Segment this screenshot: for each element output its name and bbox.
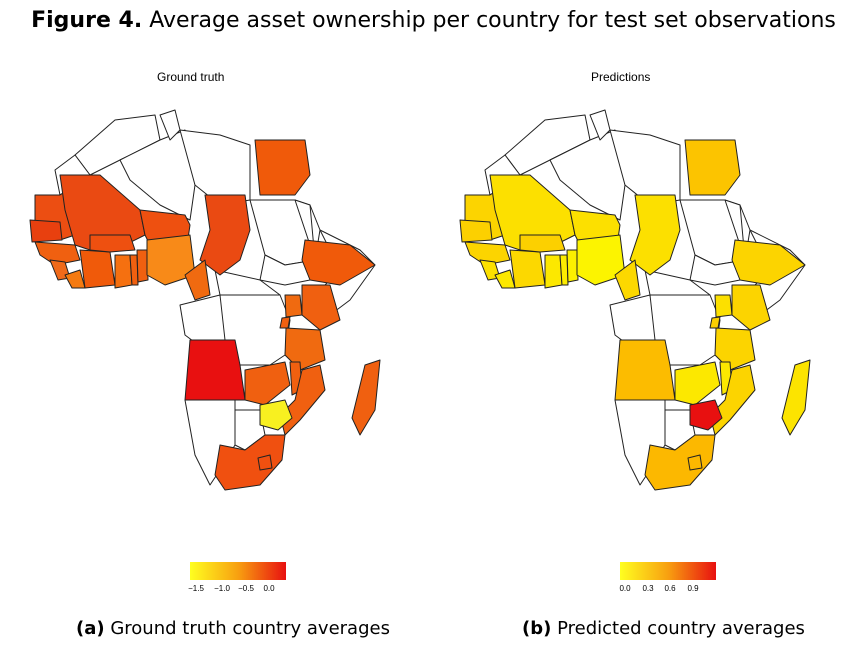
country-algeria	[119, 129, 196, 221]
country-madagascar	[781, 359, 811, 436]
figure-title: Figure 4. Average asset ownership per co…	[0, 8, 867, 33]
country-uganda	[714, 294, 733, 318]
country-lesotho	[687, 454, 703, 471]
country-angola	[184, 339, 246, 401]
country-togo	[129, 254, 139, 286]
country-ethiopia	[301, 239, 376, 286]
country-madagascar	[351, 359, 381, 436]
country-burkina-faso	[89, 234, 136, 253]
country-guinea	[464, 241, 511, 266]
country-uganda	[284, 294, 303, 318]
country-kenya	[731, 284, 771, 331]
country-lesotho	[257, 454, 273, 471]
country-south-africa	[214, 434, 286, 491]
country-cote-divoire	[509, 249, 546, 289]
africa-map-ground-truth	[29, 109, 381, 491]
country-rwanda	[709, 316, 721, 329]
country-cameroon	[184, 259, 211, 301]
country-burkina-faso	[519, 234, 566, 253]
country-tanzania	[714, 327, 756, 371]
country-angola	[614, 339, 676, 401]
legend-tick: 0.9	[687, 584, 699, 593]
legend-tick: −1.0	[214, 584, 230, 593]
country-ethiopia	[731, 239, 806, 286]
country-egypt	[684, 139, 741, 196]
legend-ticks: −1.5 −1.0 −0.5 0.0	[188, 584, 310, 598]
caption-label: (a)	[76, 618, 105, 639]
country-chad	[629, 194, 681, 276]
legend-gradient-bar	[620, 562, 716, 580]
country-nigeria	[576, 234, 626, 286]
legend-tick: −1.5	[188, 584, 204, 593]
caption-label: (b)	[522, 618, 552, 639]
legend-tick: 0.3	[642, 584, 654, 593]
panel-title-ground-truth: Ground truth	[157, 70, 225, 84]
legend-tick: 0.6	[664, 584, 676, 593]
caption-b: (b) Predicted country averages	[522, 618, 805, 639]
country-zambia	[674, 361, 721, 406]
legend-tick: −0.5	[238, 584, 254, 593]
country-south-africa	[644, 434, 716, 491]
panel-title-predictions: Predictions	[591, 70, 651, 84]
country-togo	[559, 254, 569, 286]
country-cameroon	[614, 259, 641, 301]
country-rwanda	[279, 316, 291, 329]
country-senegal	[459, 219, 493, 243]
country-zimbabwe	[259, 399, 293, 431]
country-benin	[566, 249, 579, 283]
country-ghana	[114, 254, 133, 289]
legend-tick: 0.0	[263, 584, 275, 593]
country-cote-divoire	[79, 249, 116, 289]
caption-text: Ground truth country averages	[110, 618, 390, 639]
legend-gradient-bar	[190, 562, 286, 580]
country-tanzania	[284, 327, 326, 371]
legend-tick: 0.0	[619, 584, 631, 593]
country-zimbabwe	[689, 399, 723, 431]
country-senegal	[29, 219, 63, 243]
country-egypt	[254, 139, 311, 196]
country-chad	[199, 194, 251, 276]
country-algeria	[549, 129, 626, 221]
caption-text: Predicted country averages	[557, 618, 805, 639]
country-guinea	[34, 241, 81, 266]
country-ghana	[544, 254, 563, 289]
country-nigeria	[146, 234, 196, 286]
africa-map-predictions	[459, 109, 811, 491]
figure-label: Figure 4.	[31, 8, 143, 33]
country-kenya	[301, 284, 341, 331]
caption-a: (a) Ground truth country averages	[76, 618, 390, 639]
figure-title-text: Average asset ownership per country for …	[149, 8, 836, 33]
country-zambia	[244, 361, 291, 406]
legend-ticks: 0.0 0.3 0.6 0.9	[619, 584, 740, 598]
country-benin	[136, 249, 149, 283]
